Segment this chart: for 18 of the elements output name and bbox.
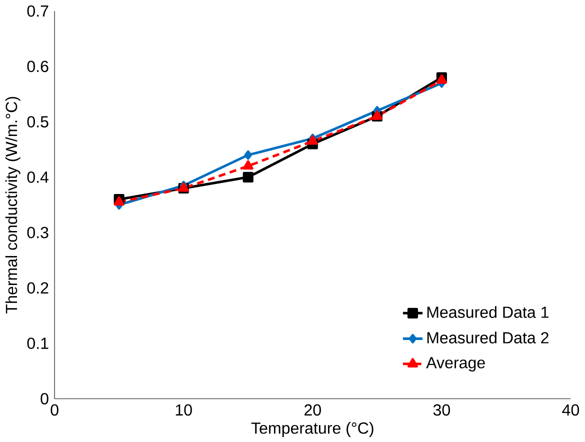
y-axis-title: Thermal conductivity (W/m.°C) bbox=[5, 96, 20, 314]
y-tick-label: 0 bbox=[40, 392, 48, 404]
x-axis-title: Temperature (°C) bbox=[251, 422, 374, 437]
y-tick-label: 0.6 bbox=[27, 60, 48, 72]
y-tick-label: 0.1 bbox=[27, 337, 48, 349]
y-tick-label: 0.5 bbox=[27, 116, 48, 128]
y-tick-label: 0.7 bbox=[27, 5, 48, 17]
legend-label: Average bbox=[426, 357, 485, 372]
x-tick-label: 30 bbox=[433, 404, 450, 416]
x-tick-label: 20 bbox=[304, 404, 321, 416]
y-tick-label: 0.4 bbox=[27, 171, 49, 183]
y-tick-label: 0.3 bbox=[27, 226, 48, 238]
legend-label: Measured Data 1 bbox=[427, 306, 548, 318]
x-tick-label: 40 bbox=[562, 404, 580, 416]
x-tick-label: 10 bbox=[176, 404, 192, 416]
legend-label: Measured Data 2 bbox=[427, 332, 548, 344]
y-tick-label: 0.2 bbox=[27, 282, 48, 294]
x-tick-label: 0 bbox=[50, 404, 58, 416]
